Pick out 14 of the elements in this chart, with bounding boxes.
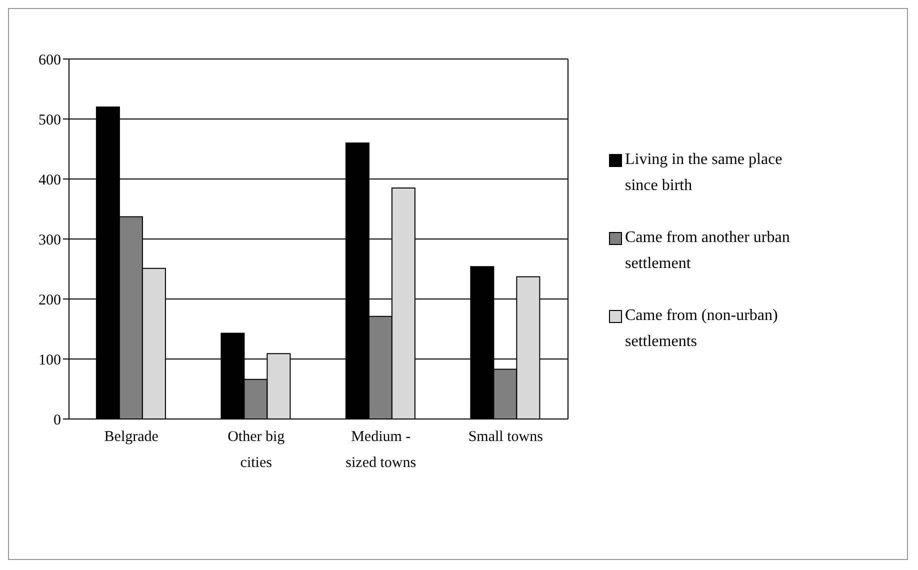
x-tick-label: Belgrade — [104, 429, 159, 445]
y-tick-label: 400 — [38, 172, 61, 188]
legend-label: Came from (non-urban) settlements — [625, 306, 779, 352]
y-tick-label: 100 — [38, 352, 61, 368]
x-tick-label: Small towns — [468, 429, 544, 445]
legend-label: Living in the same place since birth — [625, 150, 784, 196]
y-tick-label: 500 — [38, 112, 61, 128]
y-tick-label: 0 — [54, 412, 61, 428]
x-tick-label: Medium - sized towns — [346, 429, 416, 471]
y-tick-label: 200 — [38, 292, 61, 308]
y-tick-label: 600 — [38, 52, 61, 68]
y-tick-label: 300 — [38, 232, 61, 248]
x-tick-label: Other big cities — [228, 429, 286, 471]
legend-label: Came from another urban settlement — [625, 228, 791, 274]
